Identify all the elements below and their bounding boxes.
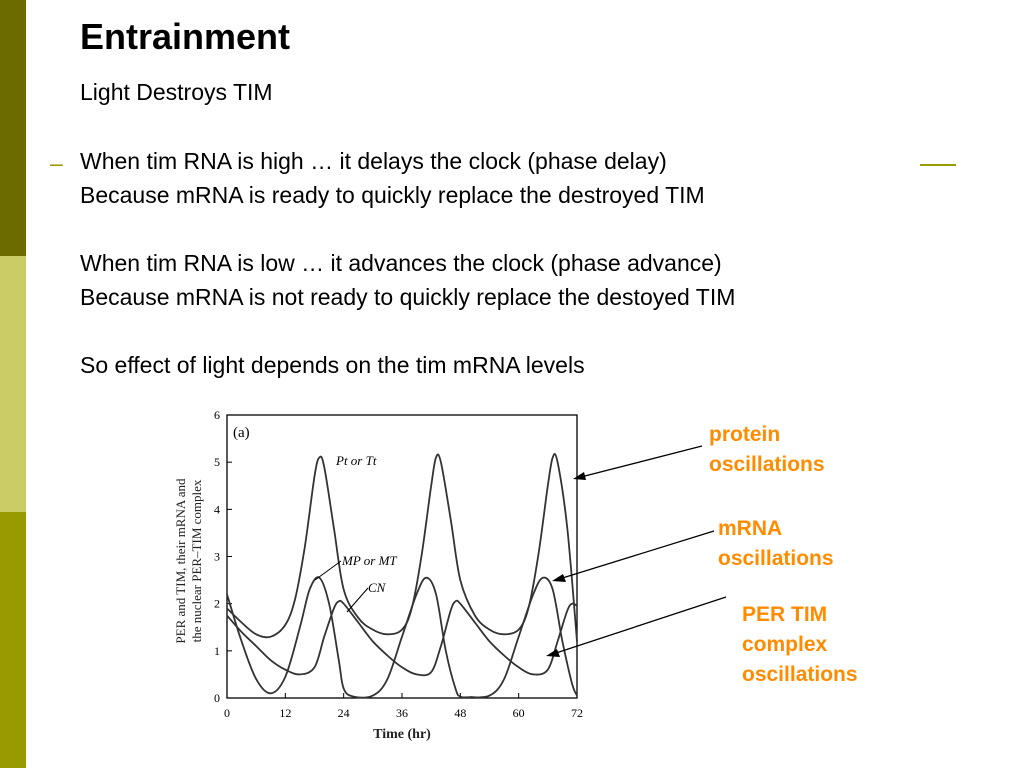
x-tick-label: 48: [454, 706, 466, 720]
protein-arrow: [576, 445, 703, 479]
annotation-line: protein: [709, 423, 781, 446]
mrna-arrow: [555, 530, 715, 581]
body-line-1: When tim RNA is high … it delays the clo…: [80, 148, 667, 174]
sidebar-decoration: [0, 0, 26, 768]
accent-rule: [920, 164, 956, 166]
complex-annotation: PER TIM complex oscillations: [742, 600, 858, 690]
y-tick-label: 4: [214, 502, 220, 516]
body-line-2: Because mRNA is ready to quickly replace…: [80, 182, 705, 208]
annotation-line: oscillations: [709, 453, 825, 476]
sidebar-band-mid: [0, 512, 26, 768]
sidebar-band-light: [0, 256, 26, 512]
sidebar-band-dark: [0, 0, 26, 256]
complex-arrowhead: [546, 649, 560, 657]
x-tick-label: 60: [513, 706, 525, 720]
annotation-arrows: [546, 445, 727, 657]
curve-label: MP or MT: [341, 553, 397, 568]
plot-frame: [226, 414, 578, 699]
x-tick-label: 72: [571, 706, 583, 720]
curve-label: CN: [368, 580, 387, 595]
curve-label-pointer: [314, 560, 342, 581]
x-tick-label: 0: [224, 706, 230, 720]
x-tick-label: 12: [279, 706, 291, 720]
annotation-line: oscillations: [742, 663, 858, 686]
y-tick-label: 5: [214, 455, 220, 469]
curve-label: Pt or Tt: [335, 453, 377, 468]
subtitle-line: Light Destroys TIM: [80, 79, 273, 105]
y-tick-label: 0: [214, 691, 220, 705]
panel-label: (a): [233, 425, 250, 441]
y-axis-label-line: PER and TIM, their mRNA and: [173, 478, 188, 644]
body-line-4: Because mRNA is not ready to quickly rep…: [80, 284, 736, 310]
body-line-3: When tim RNA is low … it advances the cl…: [80, 250, 722, 276]
y-axis-label-line: the nuclear PER–TIM complex: [189, 479, 204, 642]
body-line-5: So effect of light depends on the tim mR…: [80, 352, 585, 378]
mrna-annotation: mRNA oscillations: [718, 514, 834, 574]
bullet-dash: –: [50, 150, 63, 176]
annotation-line: PER TIM: [742, 603, 828, 626]
series-line: [226, 453, 578, 642]
series-line: [226, 599, 578, 677]
y-tick-label: 1: [214, 644, 220, 658]
annotation-line: mRNA: [718, 517, 783, 540]
x-tick-label: 24: [338, 706, 350, 720]
protein-arrowhead: [573, 472, 586, 480]
curve-label-pointer: [346, 587, 369, 613]
series-line: [226, 576, 578, 699]
mrna-arrowhead: [552, 574, 566, 582]
annotation-line: complex: [742, 633, 828, 656]
x-tick-label: 36: [396, 706, 408, 720]
y-tick-label: 3: [214, 550, 220, 564]
y-tick-label: 6: [214, 408, 220, 422]
y-tick-label: 2: [214, 597, 220, 611]
x-axis-label: Time (hr): [373, 727, 431, 742]
annotation-line: oscillations: [718, 547, 834, 570]
complex-arrow: [549, 596, 727, 656]
protein-annotation: protein oscillations: [709, 420, 825, 480]
slide-title: Entrainment: [80, 16, 291, 57]
